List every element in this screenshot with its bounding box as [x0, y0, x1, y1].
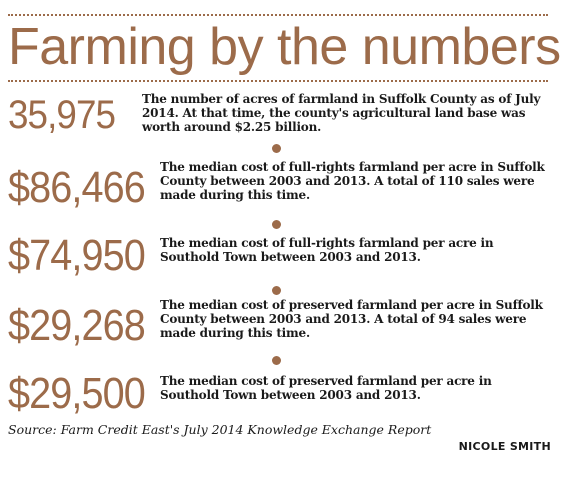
stat-block-acres: 35,975 The number of acres of farmland i…	[8, 92, 553, 140]
separator-dot	[272, 144, 281, 153]
byline-credit: NICOLE SMITH	[458, 440, 551, 453]
stat-block-southold-preserved: $29,500 The median cost of preserved far…	[8, 370, 553, 418]
stat-value: $86,466	[8, 163, 146, 212]
stat-value: $74,950	[8, 231, 146, 280]
title-dotted-divider	[8, 80, 548, 82]
stat-value: $29,500	[8, 369, 146, 418]
stat-description: The median cost of preserved farmland pe…	[160, 374, 492, 402]
stat-description: The median cost of preserved farmland pe…	[160, 298, 543, 340]
stat-value: 35,975	[8, 93, 116, 137]
separator-dot	[272, 220, 281, 229]
page-title: Farming by the numbers	[8, 18, 561, 76]
stat-description: The median cost of full-rights farmland …	[160, 236, 494, 264]
stat-block-suffolk-full-rights: $86,466 The median cost of full-rights f…	[8, 160, 553, 216]
separator-dot	[272, 286, 281, 295]
stat-block-southold-full-rights: $74,950 The median cost of full-rights f…	[8, 232, 553, 280]
source-note: Source: Farm Credit East's July 2014 Kno…	[8, 422, 432, 437]
stat-description: The number of acres of farmland in Suffo…	[142, 92, 541, 134]
stat-description: The median cost of full-rights farmland …	[160, 160, 545, 202]
stat-block-suffolk-preserved: $29,268 The median cost of preserved far…	[8, 298, 553, 354]
separator-dot	[272, 356, 281, 365]
top-dotted-divider	[8, 14, 548, 16]
stat-value: $29,268	[8, 301, 146, 350]
